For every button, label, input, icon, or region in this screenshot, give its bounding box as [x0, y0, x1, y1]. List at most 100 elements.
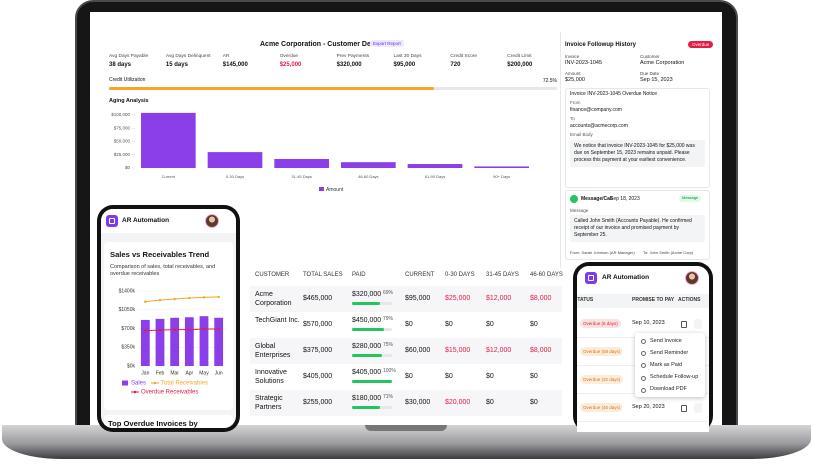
menu-item[interactable]: Mark as Paid — [650, 361, 683, 368]
legend-label: Sales — [131, 381, 146, 387]
action-icon[interactable] — [694, 403, 702, 413]
bar — [141, 112, 196, 168]
table-cell: $570,000 — [303, 321, 333, 328]
column-header: CURRENT — [405, 272, 435, 278]
bar — [407, 164, 463, 168]
legend-label: Total Receivables — [161, 381, 208, 387]
phone-right: AR Automation STATUS PROMISE TO PAYACTIONS… — [573, 262, 713, 432]
customer-name: Innovative Solutions — [255, 369, 287, 385]
export-button[interactable]: Export Report — [370, 40, 404, 48]
paid-amount: $320,000 — [352, 291, 382, 298]
menu-item[interactable]: Download PDF — [650, 386, 687, 393]
to-label: To — [570, 116, 575, 121]
paid-percent: 75% — [383, 342, 394, 348]
paid-amount: $280,000 — [352, 343, 382, 350]
app-icon-glyph — [588, 275, 594, 281]
credit-utilization-value: 72.5% — [542, 78, 557, 84]
stat-label: Credit Limit — [507, 54, 532, 59]
credit-fill — [109, 87, 434, 90]
menu-item[interactable]: Send Reminder — [650, 349, 689, 356]
x-tick-label: 46-60 Days — [358, 174, 378, 179]
table-row — [250, 338, 562, 364]
menu-icon — [641, 339, 646, 344]
menu-item[interactable]: Send Invoice — [650, 337, 682, 344]
stat-label: Avg Days Delinquent — [165, 54, 211, 59]
avatar[interactable] — [685, 271, 699, 285]
stat-label: Avg Days Payable — [109, 54, 149, 59]
legend-label: Amount — [326, 187, 344, 193]
x-tick-label: Feb — [156, 370, 165, 376]
bar — [170, 317, 180, 366]
table-cell: $255,000 — [303, 399, 333, 406]
y-tick-label: $1050k — [119, 307, 136, 313]
table-row — [250, 312, 562, 338]
table-cell: $0 — [445, 373, 453, 380]
stat-label: AR — [222, 54, 230, 59]
y-tick-label: $700k — [121, 326, 135, 332]
y-tick-label: $1400k — [119, 288, 136, 294]
y-tick-label: $0k — [127, 363, 136, 369]
table-cell: $465,000 — [303, 295, 333, 302]
customer-name: TechGiant Inc. — [255, 317, 300, 324]
legend-swatch — [319, 187, 324, 191]
email-card: Invoice INV-2023-1045 Overdue Notice From… — [565, 88, 710, 188]
email-body: We notice that invoice INV-2023-1045 for… — [570, 140, 705, 167]
page-title: Acme Corporation - Customer Details — [260, 41, 385, 48]
message-from: From: Sarah Johnson (AR Manager) — [570, 250, 635, 255]
email-title: Invoice INV-2023-1045 Overdue Notice — [570, 91, 657, 97]
table-cell: $405,000 — [303, 373, 333, 380]
legend-dot — [133, 390, 137, 394]
customer-name: Global Enterprises — [255, 343, 291, 359]
customer-name: Strategic Partners — [255, 395, 283, 411]
status-pill: Overdue (45 days) — [580, 403, 624, 413]
x-tick-label: May — [199, 370, 209, 376]
point — [173, 297, 176, 301]
column-header: CUSTOMER — [255, 272, 290, 278]
table-cell: $20,000 — [445, 399, 471, 406]
action-icon[interactable] — [681, 321, 687, 328]
bar — [214, 317, 224, 366]
credit-utilization-label: Credit Utilization — [109, 77, 146, 83]
message-icon — [570, 195, 578, 203]
bar — [199, 316, 209, 366]
action-icon[interactable] — [681, 405, 687, 412]
bar — [140, 319, 150, 366]
status-pill: Overdue (58 days) — [580, 347, 624, 357]
x-tick-label: Jun — [215, 370, 223, 376]
table-cell: $375,000 — [303, 347, 333, 354]
paid-percent: 100% — [383, 368, 396, 374]
avatar[interactable] — [205, 214, 219, 228]
status-pill: Overdue (32 days) — [580, 375, 624, 385]
point — [173, 328, 176, 331]
field-label: Invoice — [565, 54, 580, 59]
message-tag: Message — [679, 195, 702, 202]
stat-value: 38 days — [109, 62, 132, 68]
column-header: PAID — [352, 272, 366, 278]
stat-value: $25,000 — [279, 62, 302, 68]
table-cell: $0 — [445, 321, 453, 328]
app-name: AR Automation — [602, 274, 650, 281]
menu-icon — [641, 387, 646, 393]
action-icon[interactable] — [694, 319, 702, 329]
y-tick-label: $50,000 — [114, 139, 131, 144]
table-cell: $25,000 — [445, 295, 471, 302]
table-row — [250, 390, 562, 416]
customer-name: Acme Corporation — [255, 291, 292, 307]
stat-label: Prev Payments — [336, 54, 370, 59]
menu-item[interactable]: Schedule Follow-up — [650, 374, 699, 381]
x-tick-label: 31-45 Days — [291, 174, 311, 179]
point — [202, 296, 206, 299]
customer-table: CUSTOMER TOTAL SALES PAID CURRENT 0-30 DAYS 3… — [250, 268, 563, 425]
menu-icon — [641, 351, 646, 357]
table-row — [250, 364, 562, 390]
stat-value: $145,000 — [222, 62, 248, 68]
field-label: Customer — [640, 54, 660, 59]
stat-value: $95,000 — [393, 62, 416, 68]
panel-divider — [560, 32, 561, 268]
x-tick-label: Jan — [141, 370, 149, 376]
table-cell: $60,000 — [405, 347, 431, 354]
app-name: AR Automation — [122, 217, 170, 224]
point — [158, 328, 162, 332]
table-cell: $95,000 — [405, 295, 431, 302]
